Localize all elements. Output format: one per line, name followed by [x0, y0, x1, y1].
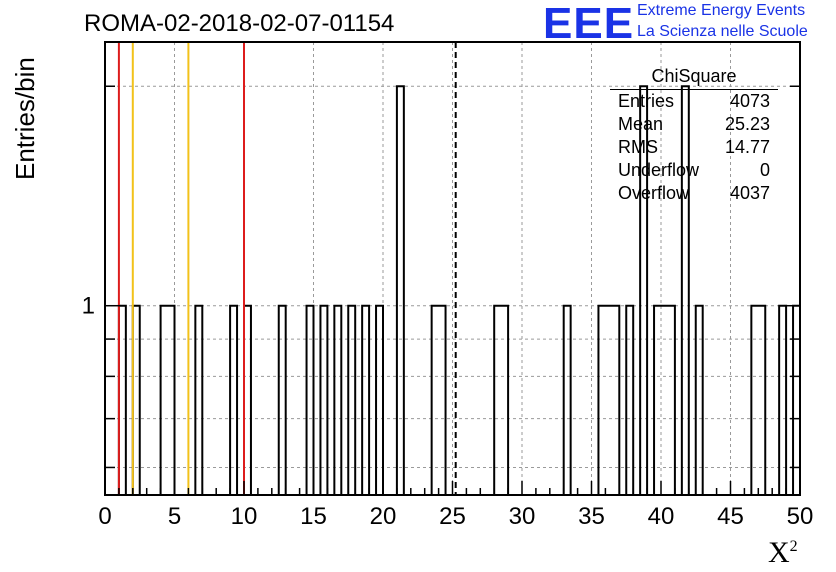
stats-box: ChiSquare Entries 4073 Mean 25.23 RMS 14.77… — [610, 66, 778, 205]
stats-row: Entries 4073 — [618, 91, 770, 111]
histogram-bin — [654, 306, 661, 495]
x-tick-label: 25 — [439, 503, 466, 530]
histogram-bin — [758, 306, 765, 495]
histogram-bin — [279, 306, 286, 495]
histogram-bin — [397, 86, 404, 495]
histogram-bin — [320, 306, 327, 495]
logo-line-1: Extreme Energy Events — [637, 2, 806, 19]
histogram-bin — [605, 306, 612, 495]
histogram-bin — [376, 306, 383, 495]
logo-line-2: La Scienza nelle Scuole — [637, 23, 808, 40]
histogram-bin — [362, 306, 369, 495]
histogram-outline — [117, 85, 801, 495]
histogram-bin — [195, 306, 202, 495]
histogram-bin — [501, 306, 508, 495]
histogram-bin — [348, 306, 355, 495]
histogram-bin — [564, 306, 571, 495]
x-tick-label: 50 — [787, 503, 814, 530]
eee-logo: EEE — [543, 0, 635, 48]
y-tick-label: 1 — [82, 293, 95, 320]
histogram-bin — [230, 306, 237, 495]
stats-row: RMS 14.77 — [618, 137, 770, 157]
x-tick-label: 5 — [168, 503, 181, 530]
histogram-bin — [696, 306, 703, 495]
histogram-bin — [779, 306, 786, 495]
stats-row: Underflow 0 — [618, 160, 770, 180]
stats-row: Overflow 4037 — [618, 183, 770, 203]
x-tick-label: 0 — [98, 503, 111, 530]
x-tick-label: 20 — [370, 503, 397, 530]
stats-row: Mean 25.23 — [618, 114, 770, 134]
histogram-bin — [668, 306, 675, 495]
histogram-bin — [626, 306, 633, 495]
histogram-bin — [168, 306, 175, 495]
histogram-bin — [334, 306, 341, 495]
histogram-bin — [161, 306, 168, 495]
histogram-bin — [494, 306, 501, 495]
histogram-bin — [751, 306, 758, 495]
x-tick-label: 35 — [578, 503, 605, 530]
histogram-bin — [598, 306, 605, 495]
chart-title: ROMA-02-2018-02-07-01154 — [84, 10, 395, 37]
y-axis-label: Entries/bin — [10, 57, 40, 180]
x-tick-label: 40 — [648, 503, 675, 530]
histogram-bin — [793, 306, 800, 495]
histogram-bin — [439, 306, 446, 495]
histogram-bin — [307, 306, 314, 495]
x-tick-label: 15 — [300, 503, 327, 530]
x-tick-label: 45 — [717, 503, 744, 530]
histogram-bin — [612, 306, 619, 495]
histogram-bin — [432, 306, 439, 495]
histogram-bin — [244, 306, 251, 495]
x-tick-label: 10 — [231, 503, 258, 530]
x-axis-label: X2 — [768, 536, 798, 569]
histogram-bin — [133, 306, 140, 495]
x-tick-label: 30 — [509, 503, 536, 530]
stats-title: ChiSquare — [610, 66, 778, 90]
histogram-bin — [661, 306, 668, 495]
histogram-bin — [119, 306, 126, 495]
